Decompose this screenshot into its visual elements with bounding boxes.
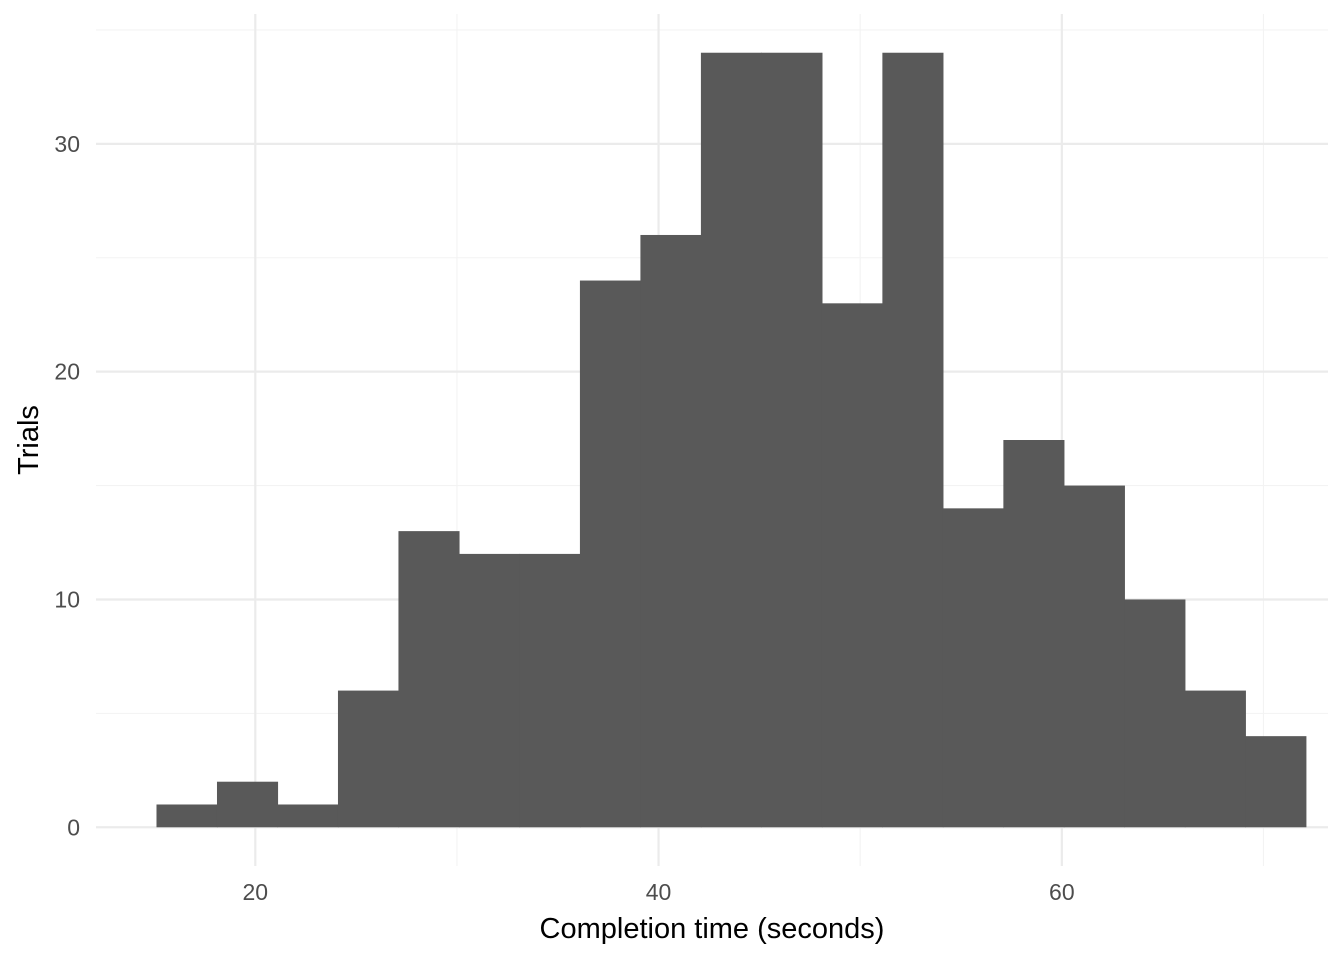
histogram-bar (337, 690, 400, 828)
histogram-bars (156, 52, 1307, 828)
histogram-bar (1184, 690, 1246, 828)
histogram-bar (1124, 599, 1186, 828)
x-axis-title: Completion time (seconds) (540, 913, 885, 945)
histogram-bar (1245, 736, 1307, 828)
histogram-bar (640, 234, 702, 828)
histogram-bar (821, 303, 883, 828)
histogram-bar (216, 781, 279, 828)
y-tick-label: 20 (54, 359, 80, 385)
y-axis-title: Trials (13, 405, 45, 475)
y-tick-label: 0 (67, 814, 80, 840)
x-tick-label: 20 (242, 879, 268, 905)
histogram-bar (277, 804, 339, 828)
y-axis-tick-labels: 0 10 20 30 (54, 131, 80, 840)
histogram-bar (519, 553, 581, 828)
x-tick-label: 60 (1049, 879, 1075, 905)
histogram-bar (1003, 440, 1065, 828)
histogram-bar (579, 280, 642, 828)
histogram-bar (1063, 485, 1125, 828)
histogram-bar (942, 508, 1004, 828)
histogram-bar (761, 52, 823, 828)
histogram-bar (156, 804, 218, 828)
histogram-bar (882, 52, 944, 828)
y-tick-label: 30 (54, 131, 80, 157)
histogram-bar (700, 52, 763, 828)
x-tick-label: 40 (646, 879, 672, 905)
x-axis-tick-labels: 20 40 60 (242, 879, 1074, 905)
histogram-bar (458, 553, 521, 828)
histogram-bar (398, 531, 460, 828)
y-tick-label: 10 (54, 586, 80, 612)
